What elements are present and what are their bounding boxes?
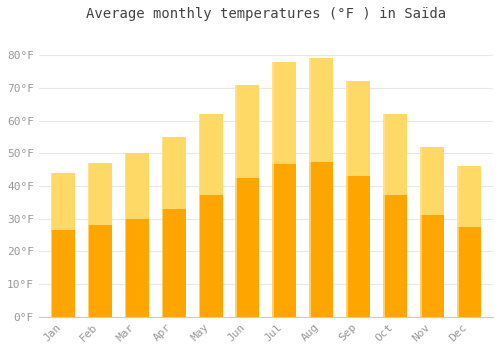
Bar bbox=[310, 162, 334, 317]
Bar bbox=[124, 219, 148, 317]
Bar bbox=[420, 215, 444, 317]
Bar bbox=[162, 209, 186, 317]
Bar bbox=[383, 114, 384, 317]
Bar bbox=[457, 226, 481, 317]
Bar bbox=[346, 81, 348, 317]
Bar bbox=[346, 81, 370, 176]
Bar bbox=[51, 231, 75, 317]
Bar bbox=[346, 176, 370, 317]
Bar bbox=[198, 195, 222, 317]
Bar bbox=[420, 147, 422, 317]
Bar bbox=[162, 137, 163, 317]
Bar bbox=[88, 225, 112, 317]
Bar bbox=[457, 166, 458, 317]
Bar bbox=[51, 173, 75, 231]
Bar bbox=[198, 114, 200, 317]
Bar bbox=[420, 147, 444, 215]
Bar bbox=[236, 85, 237, 317]
Bar bbox=[236, 177, 260, 317]
Bar bbox=[272, 62, 296, 164]
Bar bbox=[88, 163, 89, 317]
Bar bbox=[124, 153, 148, 219]
Title: Average monthly temperatures (°F ) in Saïda: Average monthly temperatures (°F ) in Sa… bbox=[86, 7, 446, 21]
Bar bbox=[383, 195, 407, 317]
Bar bbox=[457, 166, 481, 226]
Bar bbox=[272, 62, 274, 317]
Bar bbox=[272, 164, 296, 317]
Bar bbox=[310, 58, 334, 162]
Bar bbox=[198, 114, 222, 195]
Bar bbox=[383, 114, 407, 195]
Bar bbox=[51, 173, 52, 317]
Bar bbox=[310, 58, 311, 317]
Bar bbox=[162, 137, 186, 209]
Bar bbox=[88, 163, 112, 225]
Bar bbox=[124, 153, 126, 317]
Bar bbox=[236, 85, 260, 177]
